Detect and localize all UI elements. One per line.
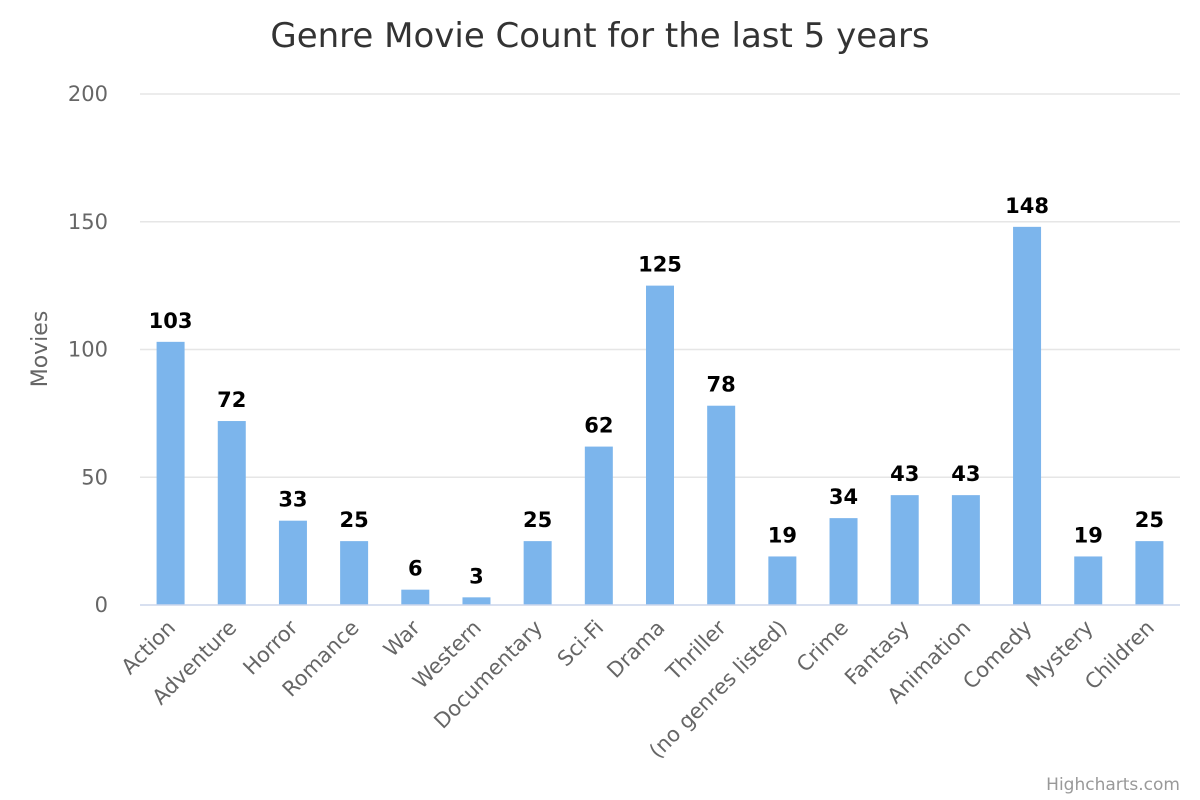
chart-title: Genre Movie Count for the last 5 years xyxy=(270,16,929,56)
bar[interactable] xyxy=(768,556,797,605)
y-tick-label: 100 xyxy=(68,338,108,362)
y-tick-label: 150 xyxy=(68,210,108,234)
x-tick-label: Sci-Fi xyxy=(553,616,609,672)
bar[interactable] xyxy=(890,495,919,605)
bar[interactable] xyxy=(829,518,858,605)
bar[interactable] xyxy=(1013,226,1042,606)
bar[interactable] xyxy=(278,520,307,605)
data-label: 25 xyxy=(1135,508,1164,532)
bar[interactable] xyxy=(462,597,491,605)
data-label: 19 xyxy=(1074,523,1103,547)
bar[interactable] xyxy=(523,541,552,605)
data-label: 78 xyxy=(707,373,736,397)
data-label: 33 xyxy=(278,488,307,512)
bar[interactable] xyxy=(156,341,185,605)
bar[interactable] xyxy=(217,421,246,605)
data-label: 3 xyxy=(469,564,484,588)
data-label: 103 xyxy=(149,309,193,333)
data-label: 25 xyxy=(523,508,552,532)
y-tick-label: 50 xyxy=(81,465,108,489)
bar[interactable] xyxy=(951,495,980,605)
bar[interactable] xyxy=(401,589,430,605)
bars xyxy=(156,226,1164,606)
bar[interactable] xyxy=(646,285,674,605)
data-label: 148 xyxy=(1005,194,1049,218)
y-tick-label: 200 xyxy=(68,82,108,106)
data-label: 125 xyxy=(638,253,682,277)
bar[interactable] xyxy=(707,405,736,605)
bar[interactable] xyxy=(340,541,369,605)
bar[interactable] xyxy=(584,446,613,605)
x-tick-label: Drama xyxy=(602,616,669,683)
credits-link[interactable]: Highcharts.com xyxy=(1046,775,1180,795)
data-label: 72 xyxy=(217,388,246,412)
bar[interactable] xyxy=(1074,556,1103,605)
data-label: 34 xyxy=(829,485,858,509)
bar[interactable] xyxy=(1135,541,1164,605)
data-label: 25 xyxy=(340,508,369,532)
data-label: 19 xyxy=(768,523,797,547)
data-labels: 103 72 33 25 6 3 25 62 125 78 19 34 43 43 148 19 25 xyxy=(149,194,1164,588)
y-axis-ticks: 0 50 100 150 200 xyxy=(68,82,108,617)
data-label: 6 xyxy=(408,557,423,581)
y-axis-label: Movies xyxy=(28,311,53,388)
x-tick-label: Documentary xyxy=(429,616,547,734)
data-label: 43 xyxy=(890,462,919,486)
x-tick-label: War xyxy=(379,615,425,661)
y-tick-label: 0 xyxy=(95,593,108,617)
data-label: 43 xyxy=(951,462,980,486)
data-label: 62 xyxy=(584,414,613,438)
